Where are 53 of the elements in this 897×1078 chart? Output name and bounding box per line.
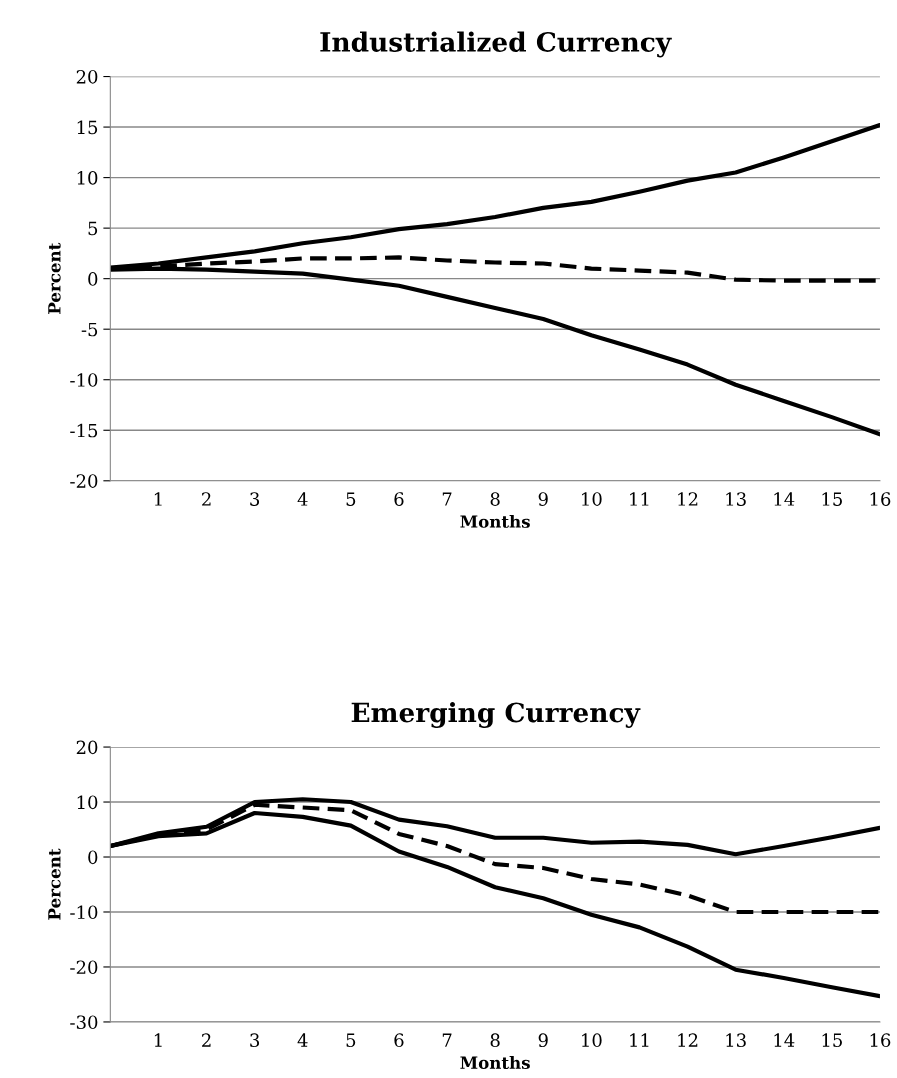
x-tick-label: 15 xyxy=(822,492,842,506)
chart-title: Industrialized Currency xyxy=(320,31,672,58)
y-tick-label: 5 xyxy=(88,221,98,236)
x-tick-label: 9 xyxy=(538,492,548,506)
x-tick-label: 16 xyxy=(870,492,891,506)
x-tick-label: 12 xyxy=(678,1033,698,1047)
y-tick-label: 15 xyxy=(77,120,98,135)
x-tick-label: 10 xyxy=(582,1033,602,1048)
y-tick-label: 20 xyxy=(76,70,98,84)
x-tick-label: 3 xyxy=(250,492,260,506)
x-axis-title: Months xyxy=(460,514,530,528)
x-tick-label: 2 xyxy=(202,1033,211,1047)
x-tick-label: 11 xyxy=(630,1033,649,1047)
x-tick-label: 14 xyxy=(774,1033,795,1047)
x-tick-label: 11 xyxy=(630,492,649,506)
y-tick-label: -15 xyxy=(70,423,98,438)
x-tick-label: 10 xyxy=(582,492,602,506)
y-axis-title: Percent xyxy=(48,242,61,314)
x-axis-title: Months xyxy=(460,1056,530,1069)
x-tick-label: 4 xyxy=(297,1033,308,1047)
x-tick-label: 12 xyxy=(678,492,698,506)
x-tick-label: 14 xyxy=(774,492,795,506)
x-tick-label: 15 xyxy=(822,1033,842,1048)
y-tick-label: -20 xyxy=(70,960,98,975)
x-tick-label: 4 xyxy=(297,492,308,506)
x-tick-label: 16 xyxy=(870,1033,891,1048)
x-tick-label: 1 xyxy=(154,492,162,506)
x-tick-label: 8 xyxy=(490,492,500,506)
y-tick-label: 20 xyxy=(76,740,98,755)
y-tick-label: -5 xyxy=(81,322,98,337)
x-tick-label: 5 xyxy=(346,1033,356,1048)
x-tick-label: 1 xyxy=(154,1033,162,1047)
x-tick-label: 8 xyxy=(490,1033,500,1048)
x-tick-label: 6 xyxy=(394,1033,404,1048)
y-tick-label: -20 xyxy=(70,474,98,488)
x-tick-label: 9 xyxy=(538,1033,548,1048)
y-tick-label: -30 xyxy=(70,1015,98,1030)
y-tick-label: -10 xyxy=(70,905,98,920)
y-tick-label: 0 xyxy=(88,272,98,286)
y-tick-label: 10 xyxy=(77,171,98,185)
chart-title: Emerging Currency xyxy=(351,702,641,728)
x-tick-label: 7 xyxy=(442,1033,452,1047)
x-tick-label: 2 xyxy=(202,492,211,506)
x-tick-label: 3 xyxy=(250,1033,260,1048)
y-axis-title: Percent xyxy=(48,848,61,920)
x-tick-label: 13 xyxy=(726,492,746,506)
x-tick-label: 6 xyxy=(394,492,404,506)
y-tick-label: 0 xyxy=(88,850,98,865)
y-tick-label: -10 xyxy=(70,373,98,387)
y-tick-label: 10 xyxy=(77,795,98,810)
x-tick-label: 13 xyxy=(726,1033,746,1048)
x-tick-label: 7 xyxy=(442,492,452,506)
x-tick-label: 5 xyxy=(346,492,356,506)
